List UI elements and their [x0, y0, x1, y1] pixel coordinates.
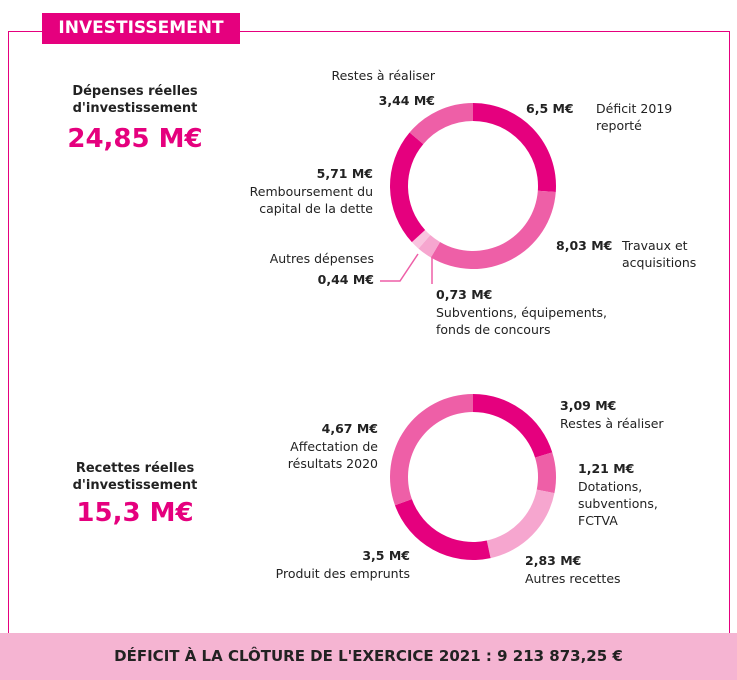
donut-segment [411, 229, 431, 249]
value-label: 3,44 M€ [378, 93, 435, 108]
donut-segment [418, 235, 441, 258]
category-label: Autres dépenses [269, 251, 374, 266]
donut-segment [394, 499, 491, 560]
donut-segment [486, 489, 555, 559]
value-label: 0,44 M€ [317, 272, 374, 287]
donut-segment [389, 394, 473, 506]
category-label: Autres recettes [525, 571, 621, 586]
value-label: 8,03 M€ [556, 238, 613, 253]
chart-title: Dépenses réelles d'investissement [72, 84, 198, 116]
value-label: 0,73 M€ [436, 287, 493, 302]
donut-segment [473, 103, 557, 193]
donut-segment [473, 394, 553, 458]
chart-title: Recettes réelles d'investissement [72, 461, 198, 493]
category-label: Restes à réaliser [560, 416, 664, 431]
total: 15,3 M€ [76, 498, 194, 528]
value-label: 3,09 M€ [560, 398, 617, 413]
donut-segment [409, 103, 473, 145]
donut-segment [390, 132, 426, 243]
footer-banner: DÉFICIT À LA CLÔTURE DE L'EXERCICE 2021 … [0, 633, 737, 680]
category-label: Déficit 2019 reporté [596, 101, 673, 133]
category-label: Travaux et acquisitions [622, 238, 697, 270]
donut-segment [430, 190, 556, 269]
value-label: 1,21 M€ [578, 461, 635, 476]
value-label: 2,83 M€ [525, 553, 582, 568]
section-tab: INVESTISSEMENT [42, 13, 240, 44]
category-label: Restes à réaliser [331, 68, 435, 83]
category-label: Dotations, subventions, FCTVA [578, 479, 658, 528]
category-label: Affectation de résultats 2020 [287, 439, 378, 471]
leader-line [380, 253, 419, 282]
donut-segment [535, 452, 556, 494]
value-label: 4,67 M€ [321, 421, 378, 436]
value-label: 3,5 M€ [362, 548, 410, 563]
category-label: Subventions, équipements, fonds de conco… [436, 305, 608, 337]
value-label: 6,5 M€ [526, 101, 574, 116]
category-label: Produit des emprunts [275, 566, 410, 581]
value-label: 5,71 M€ [316, 166, 373, 181]
frame [8, 31, 730, 633]
total: 24,85 M€ [67, 124, 203, 154]
category-label: Remboursement du capital de la dette [249, 184, 373, 216]
